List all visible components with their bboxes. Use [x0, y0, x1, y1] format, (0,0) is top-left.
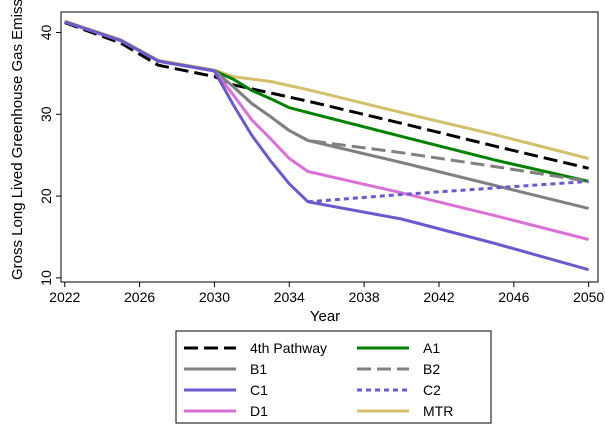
series-line-b1 [64, 20, 589, 210]
legend-label-4th-pathway: 4th Pathway [250, 340, 327, 356]
x-tick-label: 2022 [49, 289, 80, 305]
y-tick-label: 40 [38, 24, 54, 40]
legend-label-d1: D1 [250, 403, 268, 419]
x-tick-label: 2042 [423, 289, 454, 305]
legend-label-b2: B2 [423, 361, 440, 377]
y-axis-label: Gross Long Lived Greenhouse Gas Emission… [9, 0, 26, 280]
x-tick-label: 2050 [573, 289, 604, 305]
legend-label-b1: B1 [250, 361, 267, 377]
y-tick-label: 20 [38, 188, 54, 204]
series-line-a1 [64, 20, 589, 183]
y-tick-label: 30 [38, 106, 54, 122]
plot-frame [60, 11, 599, 283]
x-tick-label: 2038 [349, 289, 380, 305]
legend-label-c1: C1 [250, 382, 268, 398]
legend-label-a1: A1 [423, 340, 440, 356]
legend-items: 4th Pathway A1 B1 B2 C1 C2 D1 MTR [184, 340, 453, 419]
series-line-b2 [64, 20, 589, 183]
legend-label-mtr: MTR [423, 403, 453, 419]
series-line-mtr [64, 19, 589, 160]
series-line-c2 [307, 179, 589, 204]
x-tick-label: 2026 [124, 289, 155, 305]
y-tick-label: 10 [38, 270, 54, 286]
x-tick-label: 2034 [274, 289, 305, 305]
series-line-c1 [64, 20, 590, 272]
x-axis-ticks: 2022 2026 2030 2034 2038 2042 2046 2050 [49, 282, 604, 305]
x-tick-label: 2030 [199, 289, 230, 305]
legend-label-c2: C2 [423, 382, 441, 398]
legend-frame [175, 330, 492, 424]
x-axis-label: Year [310, 308, 340, 325]
y-axis-ticks: 10 20 30 40 [38, 24, 61, 286]
series-layer [64, 19, 590, 272]
legend: 4th Pathway A1 B1 B2 C1 C2 D1 MTR [175, 330, 492, 424]
x-tick-label: 2046 [498, 289, 529, 305]
